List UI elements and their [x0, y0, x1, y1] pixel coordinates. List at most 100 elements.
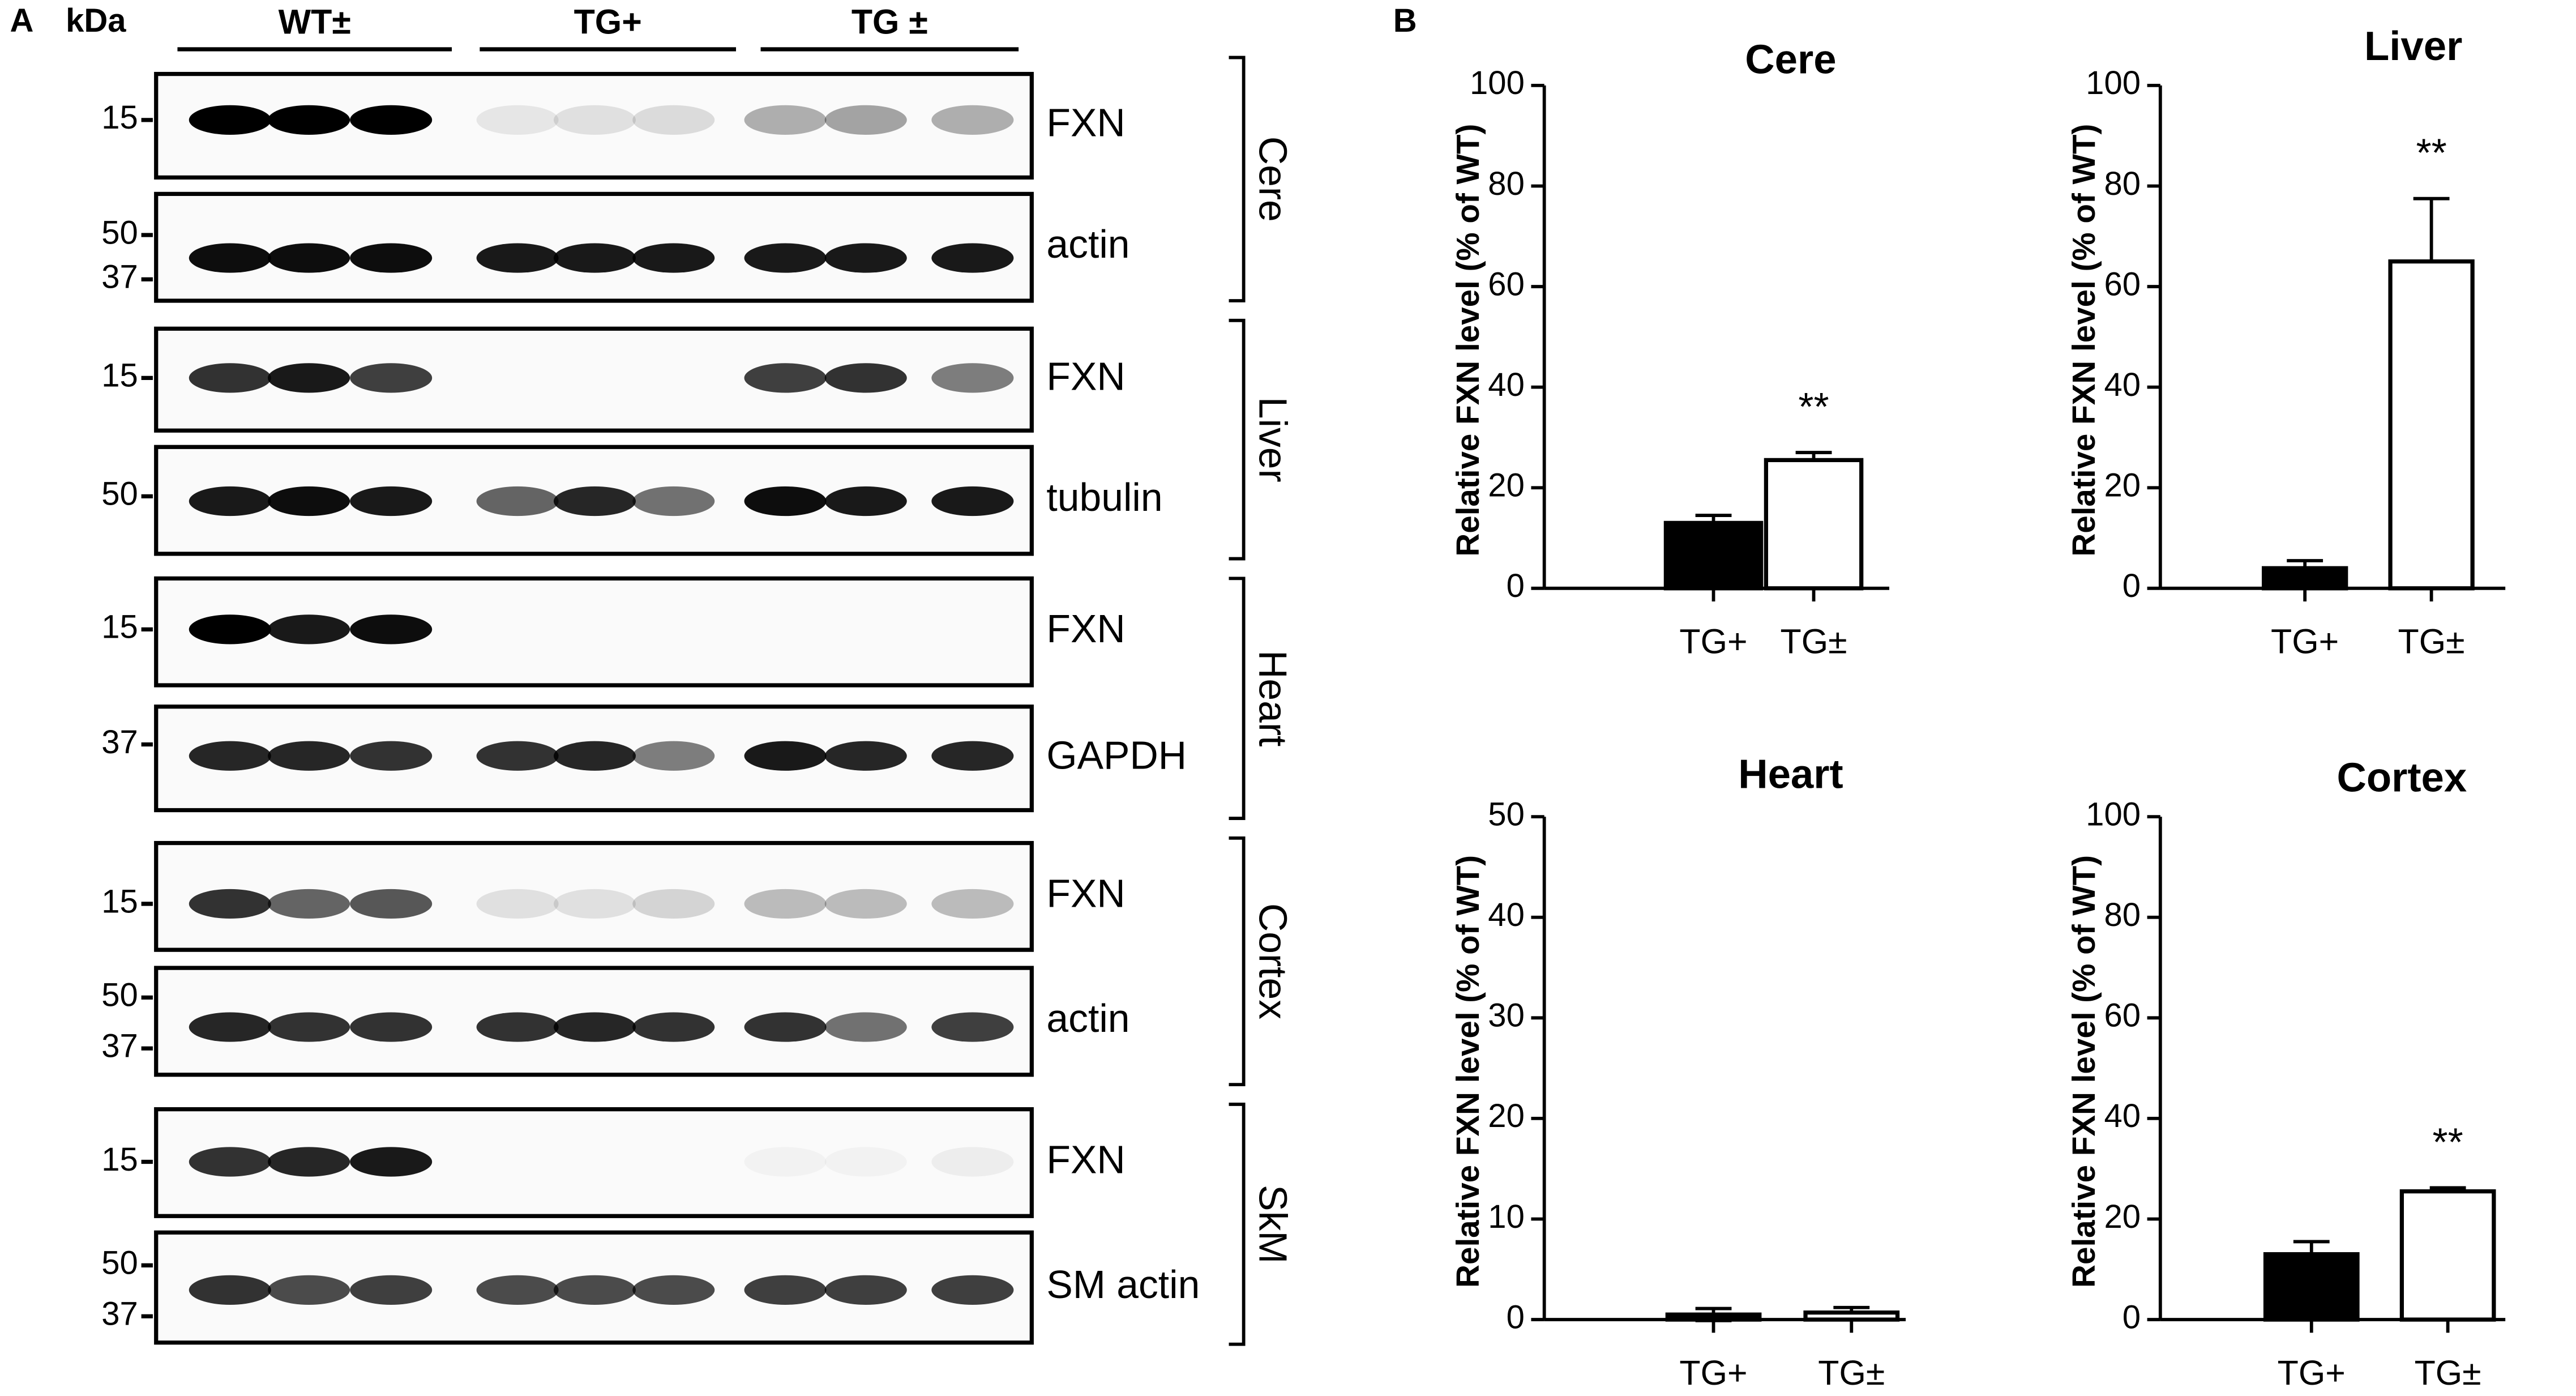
protein-label: tubulin — [1046, 475, 1162, 519]
y-tick-label: 20 — [2104, 467, 2141, 504]
y-axis-title: Relative FXN level (% of WT) — [1450, 124, 1486, 557]
band — [350, 486, 433, 516]
protein-label: FXN — [1046, 871, 1125, 915]
tissue-label: Cortex — [1251, 903, 1295, 1019]
panel-label: B — [1393, 2, 1417, 39]
protein-label: FXN — [1046, 607, 1125, 651]
chart-title: Cere — [1745, 36, 1836, 82]
band — [553, 486, 636, 516]
marker-label: 50 — [101, 476, 138, 513]
y-tick-label: 100 — [2086, 65, 2141, 101]
bracket — [1229, 1103, 1246, 1346]
protein-label: FXN — [1046, 355, 1125, 399]
band — [632, 486, 715, 516]
marker-label: 37 — [101, 724, 138, 761]
y-tick-label: 40 — [1488, 366, 1525, 403]
marker-label: 37 — [101, 1296, 138, 1333]
band — [476, 1275, 559, 1305]
band — [632, 1275, 715, 1305]
significance-label: ** — [1798, 385, 1829, 429]
band — [632, 1012, 715, 1042]
band — [553, 1275, 636, 1305]
band — [744, 889, 827, 919]
protein-label: FXN — [1046, 1137, 1125, 1181]
band — [268, 889, 350, 919]
band — [744, 1147, 827, 1176]
tissue-label: Heart — [1251, 650, 1295, 746]
band — [824, 486, 907, 516]
protein-label: SM actin — [1046, 1262, 1200, 1307]
band — [931, 486, 1014, 516]
band — [744, 363, 827, 393]
x-tick-label: TG+ — [2278, 1354, 2346, 1392]
band — [931, 243, 1014, 273]
band — [268, 1012, 350, 1042]
group-label: WT± — [279, 3, 351, 41]
band — [744, 105, 827, 135]
y-tick-label: 0 — [2123, 1299, 2141, 1335]
band — [189, 1275, 271, 1305]
panel-label: A — [10, 2, 33, 39]
band — [350, 614, 433, 644]
band — [268, 363, 350, 393]
band — [350, 1012, 433, 1042]
x-tick-label: TG+ — [1679, 1354, 1747, 1392]
y-tick-label: 50 — [1488, 796, 1525, 833]
band — [350, 741, 433, 771]
x-tick-label: TG± — [1781, 622, 1847, 661]
y-tick-label: 60 — [2104, 266, 2141, 302]
y-tick-label: 60 — [2104, 997, 2141, 1034]
band — [824, 1275, 907, 1305]
band — [931, 363, 1014, 393]
band — [553, 1012, 636, 1042]
band — [632, 889, 715, 919]
y-tick-label: 20 — [2104, 1198, 2141, 1235]
bracket — [1229, 577, 1246, 820]
tissue-label: Cere — [1251, 136, 1295, 222]
marker-label: 15 — [101, 99, 138, 136]
band — [632, 243, 715, 273]
band — [189, 1147, 271, 1177]
band — [268, 105, 350, 135]
bar — [1665, 1312, 1762, 1322]
band — [632, 105, 715, 135]
chart-title: Cortex — [2337, 754, 2467, 800]
y-tick-label: 80 — [2104, 896, 2141, 933]
band — [350, 243, 433, 273]
band — [189, 1012, 271, 1042]
marker-label: 15 — [101, 357, 138, 394]
band — [350, 363, 433, 393]
chart-title: Heart — [1738, 752, 1843, 797]
band — [931, 1012, 1014, 1042]
band — [744, 1012, 827, 1042]
band — [824, 363, 907, 393]
band — [476, 243, 559, 273]
group-label: TG+ — [574, 3, 642, 41]
marker-label: 37 — [101, 259, 138, 296]
tissue-label: SkM — [1251, 1185, 1295, 1263]
bar — [1764, 458, 1864, 591]
x-tick-label: TG± — [2398, 622, 2465, 661]
band — [931, 741, 1014, 771]
marker-label: 15 — [101, 1141, 138, 1178]
bar — [2388, 259, 2475, 591]
band — [632, 741, 715, 771]
band — [553, 243, 636, 273]
band — [189, 363, 271, 393]
x-tick-label: TG± — [2415, 1354, 2481, 1392]
marker-label: 15 — [101, 609, 138, 646]
y-tick-label: 20 — [1488, 467, 1525, 504]
band — [268, 486, 350, 516]
y-axis-title: Relative FXN level (% of WT) — [2066, 855, 2102, 1288]
band — [476, 889, 559, 919]
y-tick-label: 0 — [1507, 1299, 1525, 1335]
significance-label: ** — [2433, 1120, 2463, 1164]
band — [476, 486, 559, 516]
x-tick-label: TG+ — [2271, 622, 2339, 661]
group-label: TG ± — [851, 3, 928, 41]
band — [189, 741, 271, 771]
band — [189, 105, 271, 135]
band — [189, 486, 271, 516]
band — [553, 105, 636, 135]
